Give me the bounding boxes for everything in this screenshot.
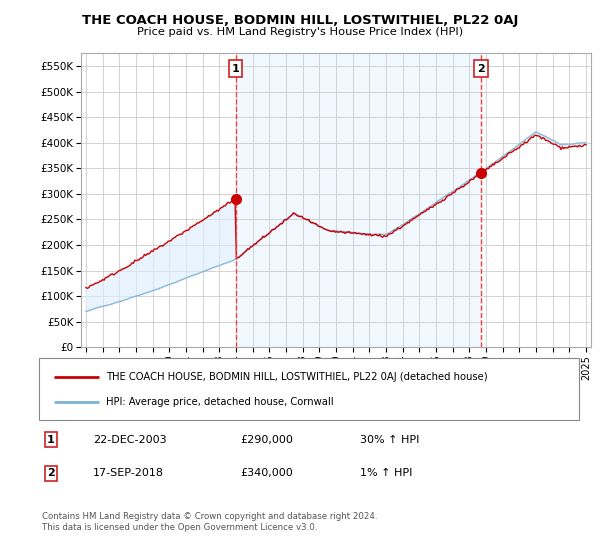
- Text: 22-DEC-2003: 22-DEC-2003: [93, 435, 167, 445]
- Text: £290,000: £290,000: [240, 435, 293, 445]
- Text: £340,000: £340,000: [240, 468, 293, 478]
- Text: HPI: Average price, detached house, Cornwall: HPI: Average price, detached house, Corn…: [106, 396, 334, 407]
- Text: THE COACH HOUSE, BODMIN HILL, LOSTWITHIEL, PL22 0AJ: THE COACH HOUSE, BODMIN HILL, LOSTWITHIE…: [82, 14, 518, 27]
- Text: Contains HM Land Registry data © Crown copyright and database right 2024.
This d: Contains HM Land Registry data © Crown c…: [42, 512, 377, 532]
- Bar: [235, 53, 481, 347]
- Text: 2: 2: [478, 63, 485, 73]
- Text: Price paid vs. HM Land Registry's House Price Index (HPI): Price paid vs. HM Land Registry's House …: [137, 27, 463, 37]
- Text: THE COACH HOUSE, BODMIN HILL, LOSTWITHIEL, PL22 0AJ (detached house): THE COACH HOUSE, BODMIN HILL, LOSTWITHIE…: [106, 372, 488, 382]
- Text: 1: 1: [47, 435, 55, 445]
- Text: 30% ↑ HPI: 30% ↑ HPI: [360, 435, 419, 445]
- Text: 1: 1: [232, 63, 239, 73]
- Text: 2: 2: [47, 468, 55, 478]
- Text: 1% ↑ HPI: 1% ↑ HPI: [360, 468, 412, 478]
- Text: 17-SEP-2018: 17-SEP-2018: [93, 468, 164, 478]
